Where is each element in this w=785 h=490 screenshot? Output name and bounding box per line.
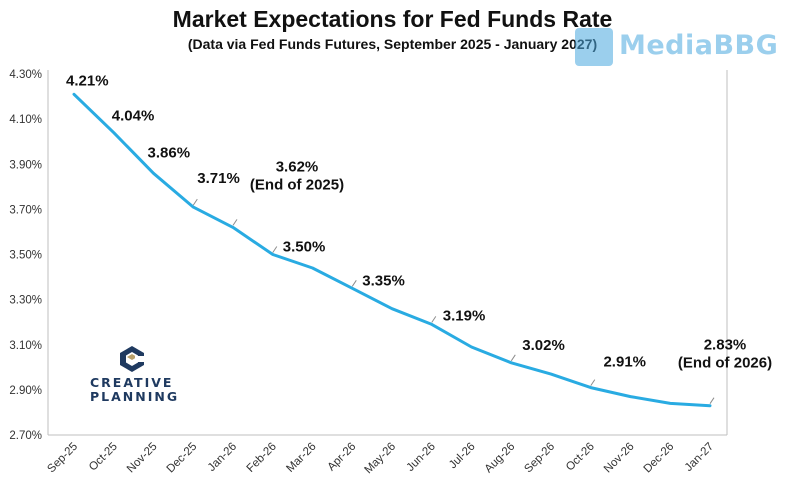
y-tick-label: 3.70%: [9, 204, 42, 216]
data-label: 3.50%: [283, 239, 326, 256]
creative-planning-logo-icon: [120, 346, 145, 372]
annotation-leader-line: [510, 354, 516, 362]
x-axis-ticks: Sep-25 Oct-25 Nov-25 Dec-25 Jan-26 Feb-26 Mar-…: [45, 441, 716, 477]
annotation-leader-line: [590, 379, 596, 386]
data-labels: 4.21% 4.04% 3.86% 3.71% 3.62%(End of 2025) 3.…: [66, 72, 772, 371]
data-label: 3.02%: [522, 337, 565, 354]
x-tick-label: Apr-26: [325, 441, 358, 474]
logo-line-2: PLANNING: [90, 389, 180, 404]
annotation-leader-line: [431, 316, 437, 323]
x-tick-label: Jan-26: [206, 441, 239, 474]
x-tick-label: Sep-25: [45, 441, 80, 476]
watermark: MediaBBG: [575, 28, 779, 66]
x-tick-label: Nov-25: [125, 441, 160, 476]
annotation-leader-line: [192, 198, 198, 206]
x-tick-label: Oct-26: [564, 441, 597, 474]
x-tick-label: Sep-26: [522, 441, 557, 476]
data-label: 3.35%: [362, 272, 405, 289]
y-tick-label: 2.90%: [9, 385, 42, 397]
y-tick-label: 4.10%: [9, 114, 42, 126]
watermark-logo-icon: [575, 28, 613, 66]
watermark-text: MediaBBG: [619, 30, 779, 61]
data-label: 4.04%: [112, 108, 155, 125]
x-tick-label: Aug-26: [483, 441, 518, 476]
y-tick-label: 3.90%: [9, 159, 42, 171]
x-tick-label: Mar-26: [284, 441, 318, 475]
annotation-leader-line: [272, 246, 278, 253]
data-label: 2.83%: [704, 337, 747, 354]
annotation-leader-line: [351, 280, 357, 287]
data-label: (End of 2025): [250, 176, 344, 193]
data-label: 3.19%: [443, 307, 486, 324]
data-label: 3.62%: [276, 158, 319, 175]
x-tick-label: Jun-26: [405, 441, 438, 474]
chart-subtitle: (Data via Fed Funds Futures, September 2…: [187, 36, 598, 52]
x-tick-label: Feb-26: [245, 441, 279, 475]
y-tick-label: 3.10%: [9, 340, 42, 352]
y-tick-label: 3.30%: [9, 295, 42, 307]
y-tick-label: 4.30%: [9, 69, 42, 81]
chart-title: Market Expectations for Fed Funds Rate: [172, 6, 613, 32]
data-label: (End of 2026): [678, 355, 772, 372]
series-line-group: [72, 92, 712, 408]
logo-line-1: CREATIVE: [90, 375, 174, 390]
y-axis-ticks: 4.30% 4.10% 3.90% 3.70% 3.50% 3.30% 3.10% 2.90%…: [9, 69, 42, 442]
x-tick-label: Dec-25: [165, 441, 200, 476]
axes: [47, 70, 728, 436]
x-tick-label: Oct-25: [87, 441, 120, 474]
data-label: 2.91%: [603, 354, 646, 371]
data-label: 3.86%: [148, 144, 191, 161]
annotation-leader-line: [232, 219, 238, 226]
x-tick-label: May-26: [363, 441, 399, 477]
y-tick-label: 2.70%: [9, 430, 42, 442]
x-tick-label: Nov-26: [602, 441, 637, 476]
data-label: 3.71%: [197, 170, 240, 187]
series-line: [72, 92, 712, 408]
y-tick-label: 3.50%: [9, 250, 42, 262]
x-tick-label: Dec-26: [642, 441, 677, 476]
x-tick-label: Jan-27: [683, 441, 716, 474]
creative-planning-logo: CREATIVE PLANNING: [90, 345, 210, 405]
annotation-leader-line: [709, 397, 715, 404]
data-label: 4.21%: [66, 72, 109, 89]
x-tick-label: Jul-26: [447, 441, 478, 472]
annotation-leaders: [192, 198, 715, 404]
